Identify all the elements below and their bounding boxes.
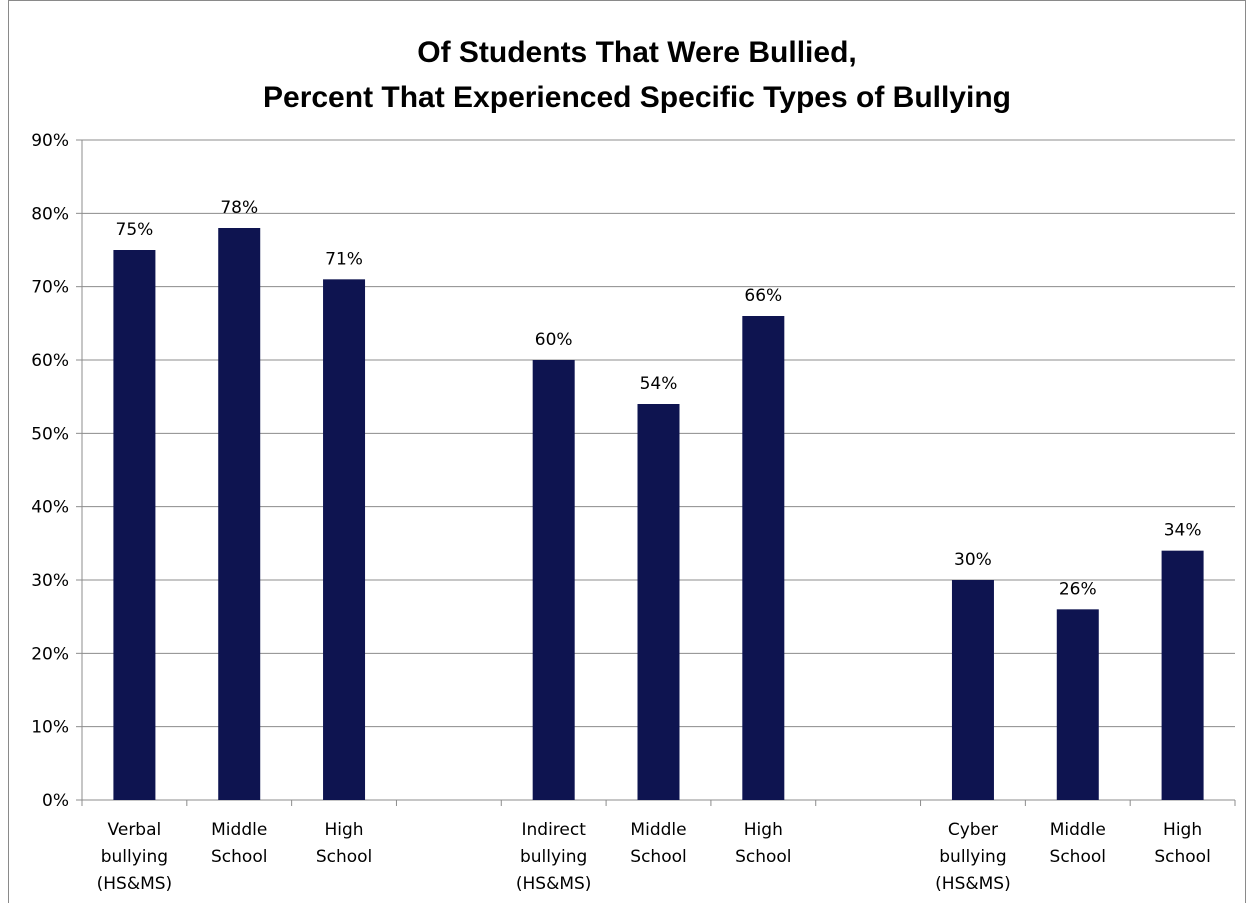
chart-title-line-1: Of Students That Were Bullied,: [417, 36, 856, 69]
data-label: 60%: [535, 330, 573, 350]
y-tick-label: 0%: [42, 791, 69, 811]
bar: [638, 404, 680, 800]
bars: [113, 228, 1203, 800]
category-label: (HS&MS): [516, 874, 592, 894]
category-label: High: [744, 820, 783, 840]
y-tick-label: 80%: [31, 204, 69, 224]
y-tick-label: 40%: [31, 498, 69, 518]
y-tick-label: 10%: [31, 718, 69, 738]
bar: [323, 279, 365, 800]
y-tick-label: 50%: [31, 424, 69, 444]
bar: [952, 580, 994, 800]
category-label: School: [1154, 847, 1210, 867]
category-label: School: [735, 847, 791, 867]
category-label: bullying: [520, 847, 587, 867]
y-tick-label: 90%: [31, 131, 69, 151]
data-label: 54%: [640, 374, 678, 394]
category-label: School: [1050, 847, 1106, 867]
bar: [1057, 609, 1099, 800]
data-label: 30%: [954, 550, 992, 570]
category-label: Middle: [211, 820, 267, 840]
data-label: 75%: [116, 220, 154, 240]
category-label: bullying: [939, 847, 1006, 867]
chart-title-line-2: Percent That Experienced Specific Types …: [263, 81, 1011, 114]
category-label: Verbal: [108, 820, 162, 840]
category-label: Cyber: [948, 820, 998, 840]
y-tick-label: 60%: [31, 351, 69, 371]
category-label: School: [630, 847, 686, 867]
category-label: (HS&MS): [97, 874, 173, 894]
bar: [218, 228, 260, 800]
category-label: Indirect: [521, 820, 586, 840]
category-label: bullying: [101, 847, 168, 867]
category-label: High: [1163, 820, 1202, 840]
bar: [742, 316, 784, 800]
category-label: High: [325, 820, 364, 840]
category-label: Middle: [1050, 820, 1106, 840]
category-label: Middle: [630, 820, 686, 840]
category-label: School: [316, 847, 372, 867]
y-tick-label: 20%: [31, 644, 69, 664]
data-label: 66%: [744, 286, 782, 306]
x-axis-categories: Verbal bullying (HS&MS) Middle School High Sch…: [97, 820, 1211, 894]
data-label: 34%: [1164, 521, 1202, 541]
bar: [533, 360, 575, 800]
bar: [1162, 551, 1204, 800]
data-label: 26%: [1059, 579, 1097, 599]
bar: [113, 250, 155, 800]
category-label: School: [211, 847, 267, 867]
y-axis-ticks: 0% 10% 20% 30% 40% 50% 60% 70% 80% 90%: [31, 131, 69, 811]
data-label: 71%: [325, 249, 363, 269]
category-label: (HS&MS): [935, 874, 1011, 894]
y-tick-label: 70%: [31, 278, 69, 298]
data-label: 78%: [220, 198, 258, 218]
y-tick-label: 30%: [31, 571, 69, 591]
